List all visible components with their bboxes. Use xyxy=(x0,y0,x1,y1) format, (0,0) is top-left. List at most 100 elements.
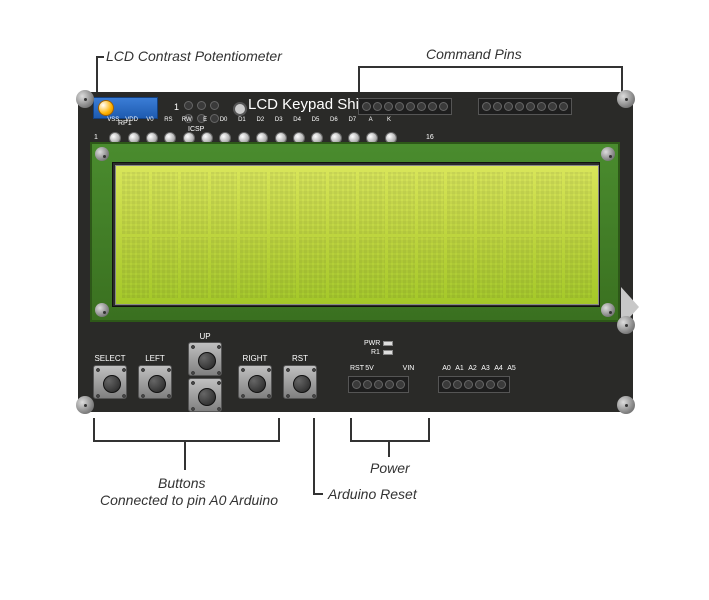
lcd-pin-labels: VSSVDDV0RSRWED0D1D2D3D4D5D6D7AK xyxy=(104,117,400,123)
lcd-pin-name: A xyxy=(361,117,379,123)
pwr-led-label: PWR xyxy=(364,340,380,347)
pin xyxy=(464,380,473,389)
bracket-btn-h xyxy=(93,440,280,442)
lcd-cell xyxy=(388,172,415,234)
btn-label-rst: RST xyxy=(283,354,317,363)
lcd-cell xyxy=(565,172,592,234)
pin xyxy=(439,102,448,111)
analog-pin-name: A3 xyxy=(479,365,492,372)
digital-header-1 xyxy=(358,98,452,115)
lcd-cell xyxy=(181,172,208,234)
bracket-pwr-l xyxy=(350,418,352,440)
digital-header-2 xyxy=(478,98,572,115)
lcd-cell xyxy=(506,237,533,299)
pin xyxy=(428,102,437,111)
lcd-pin-name: D0 xyxy=(214,117,232,123)
lcd-cell xyxy=(359,237,386,299)
lcd-pin-name: RS xyxy=(159,117,177,123)
r1-led-row: R1 xyxy=(371,349,393,356)
lcd-pin-name: D3 xyxy=(270,117,288,123)
lcd-cell xyxy=(329,172,356,234)
bracket-pwr-r xyxy=(428,418,430,440)
button-select[interactable] xyxy=(93,365,127,399)
lcd-pin-name: E xyxy=(196,117,214,123)
lcd-screw xyxy=(601,147,615,161)
bracket-pwr-v xyxy=(388,440,390,457)
btn-label-select: SELECT xyxy=(93,354,127,363)
board-screw xyxy=(617,90,635,108)
power-pin-name xyxy=(376,365,389,372)
btn-label-up: UP xyxy=(188,332,222,341)
bracket-cmd-top xyxy=(358,66,623,68)
lcd-cell xyxy=(477,172,504,234)
pwr-led xyxy=(383,341,393,346)
lcd-cell xyxy=(181,237,208,299)
pin xyxy=(526,102,535,111)
lcd-cell xyxy=(211,237,238,299)
lcd-cell xyxy=(447,237,474,299)
power-pin-name xyxy=(389,365,402,372)
button-right[interactable] xyxy=(238,365,272,399)
button-rst[interactable] xyxy=(283,365,317,399)
lcd-cell xyxy=(240,172,267,234)
diagram-canvas: LCD Contrast Potentiometer Command Pins … xyxy=(0,0,709,600)
bracket-btn-l xyxy=(93,418,95,440)
r1-led xyxy=(383,350,393,355)
lcd-pin-16: 16 xyxy=(426,134,434,141)
lcd-cell xyxy=(270,172,297,234)
lcd-cell xyxy=(506,172,533,234)
lcd-pin-name: D1 xyxy=(233,117,251,123)
pin xyxy=(497,380,506,389)
lcd-cell xyxy=(418,172,445,234)
lcd-pin-name: V0 xyxy=(141,117,159,123)
label-pot: LCD Contrast Potentiometer xyxy=(106,48,282,64)
analog-header xyxy=(438,376,510,393)
icsp-pin1: 1 xyxy=(174,102,179,112)
lcd-grid xyxy=(122,172,592,298)
potentiometer[interactable] xyxy=(93,97,158,119)
icsp-pin xyxy=(184,101,193,110)
analog-pin-name: A5 xyxy=(505,365,518,372)
board-screw xyxy=(617,316,635,334)
bracket-pwr-h xyxy=(350,440,430,442)
label-buttons-1: Buttons xyxy=(158,475,205,491)
lcd-screen xyxy=(115,165,599,305)
mount-hole xyxy=(233,102,247,116)
pin xyxy=(515,102,524,111)
power-header xyxy=(348,376,409,393)
board-screw xyxy=(617,396,635,414)
analog-pin-name: A1 xyxy=(453,365,466,372)
board-screw xyxy=(76,396,94,414)
pin xyxy=(442,380,451,389)
btn-label-down: DOWN xyxy=(182,413,228,422)
lcd-cell xyxy=(270,237,297,299)
lcd-screw xyxy=(95,303,109,317)
lcd-cell xyxy=(122,237,149,299)
btn-label-left: LEFT xyxy=(138,354,172,363)
pin xyxy=(504,102,513,111)
lcd-frame xyxy=(90,142,620,322)
lcd-pin-name: D6 xyxy=(325,117,343,123)
lcd-cell xyxy=(122,172,149,234)
button-down[interactable] xyxy=(188,378,222,412)
bracket-reset-v xyxy=(313,418,315,494)
board: RP1 1 ICSP LCD Keypad Shield 1 16 VSSVDD… xyxy=(78,92,633,412)
label-buttons-2: Connected to pin A0 Arduino xyxy=(100,492,278,508)
lcd-cell xyxy=(211,172,238,234)
lcd-inner xyxy=(112,162,600,307)
power-pin-name: 5V xyxy=(363,365,376,372)
lcd-cell xyxy=(359,172,386,234)
power-pin-labels: RST5VVIN xyxy=(350,365,415,372)
button-left[interactable] xyxy=(138,365,172,399)
bracket-btn-v xyxy=(184,440,186,470)
lcd-cell xyxy=(447,172,474,234)
icsp-pin xyxy=(210,101,219,110)
pin xyxy=(395,102,404,111)
lcd-cell xyxy=(477,237,504,299)
button-up[interactable] xyxy=(188,342,222,376)
pot-knob[interactable] xyxy=(98,100,114,116)
icsp-pin xyxy=(197,101,206,110)
lcd-cell xyxy=(152,237,179,299)
label-cmd: Command Pins xyxy=(426,46,522,62)
pin xyxy=(362,102,371,111)
